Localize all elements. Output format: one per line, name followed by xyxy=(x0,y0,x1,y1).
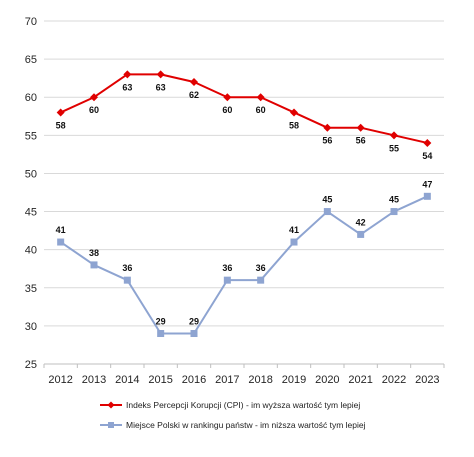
y-tick-label: 70 xyxy=(25,16,37,28)
data-label: 36 xyxy=(256,263,266,273)
data-label: 56 xyxy=(322,136,332,146)
data-point xyxy=(356,123,365,132)
data-label: 55 xyxy=(389,143,399,153)
y-tick-label: 30 xyxy=(25,321,37,333)
y-tick-label: 60 xyxy=(25,92,37,104)
x-tick-label: 2021 xyxy=(348,374,372,386)
data-label: 58 xyxy=(289,120,299,130)
x-tick-label: 2012 xyxy=(48,374,72,386)
legend-marker-diamond-icon xyxy=(107,401,115,409)
series-line xyxy=(60,73,428,144)
x-tick-label: 2023 xyxy=(415,374,439,386)
x-tick-label: 2019 xyxy=(282,374,306,386)
grid-lines xyxy=(44,20,444,365)
legend-marker-square-icon xyxy=(108,422,114,428)
x-tick-label: 2015 xyxy=(148,374,172,386)
data-point xyxy=(90,261,98,269)
data-point xyxy=(123,276,131,284)
series-ranking: 41 38 36 29 29 36 36 41 45 42 45 47 xyxy=(56,179,432,338)
data-point xyxy=(423,138,432,147)
data-point xyxy=(223,276,231,284)
data-point xyxy=(57,238,65,246)
data-point xyxy=(423,192,431,200)
data-point xyxy=(390,131,398,140)
data-label: 38 xyxy=(89,248,99,258)
y-tick-label: 45 xyxy=(25,207,37,219)
x-tick-label: 2013 xyxy=(82,374,106,386)
legend: Indeks Percepcji Korupcji (CPI) - im wyż… xyxy=(100,400,366,430)
data-point xyxy=(290,108,298,117)
legend-label-ranking: Miejsce Polski w rankingu państw - im ni… xyxy=(126,420,366,430)
data-label: 60 xyxy=(256,105,266,115)
data-label: 29 xyxy=(156,317,166,327)
data-label: 54 xyxy=(422,151,432,161)
data-point xyxy=(323,208,331,216)
data-point xyxy=(290,238,298,246)
data-label: 60 xyxy=(222,105,232,115)
data-point xyxy=(157,330,165,338)
data-point xyxy=(390,208,398,216)
x-tick-label: 2018 xyxy=(248,374,272,386)
data-point xyxy=(90,93,98,102)
data-label: 36 xyxy=(122,263,132,273)
series-cpi: 58 60 63 63 62 60 60 58 56 56 55 54 xyxy=(56,70,432,161)
data-label: 41 xyxy=(56,225,66,235)
y-tick-label: 55 xyxy=(25,130,37,142)
data-label: 60 xyxy=(89,105,99,115)
x-tick-label: 2022 xyxy=(382,374,406,386)
data-label: 41 xyxy=(289,225,299,235)
legend-label-cpi: Indeks Percepcji Korupcji (CPI) - im wyż… xyxy=(126,400,360,410)
data-label: 36 xyxy=(222,263,232,273)
data-point xyxy=(56,108,65,117)
x-tick-label: 2020 xyxy=(315,374,339,386)
data-point xyxy=(257,276,265,284)
data-label: 63 xyxy=(122,82,132,92)
data-label: 29 xyxy=(189,317,199,327)
data-label: 45 xyxy=(389,195,399,205)
data-label: 47 xyxy=(422,179,432,189)
data-point xyxy=(323,123,332,132)
series-line xyxy=(60,195,428,335)
data-point xyxy=(256,93,265,102)
data-point xyxy=(223,93,232,102)
data-label: 63 xyxy=(156,82,166,92)
y-tick-label: 40 xyxy=(25,245,37,257)
y-tick-label: 65 xyxy=(25,54,37,66)
data-label: 62 xyxy=(189,90,199,100)
data-label: 58 xyxy=(56,120,66,130)
y-tick-label: 50 xyxy=(25,168,37,180)
x-tick-label: 2016 xyxy=(182,374,206,386)
data-label: 56 xyxy=(356,136,366,146)
data-point xyxy=(156,70,165,79)
x-axis-ticks: 2012 2013 2014 2015 2016 2017 2018 2019 2020 2021… xyxy=(43,364,445,386)
data-label: 42 xyxy=(356,217,366,227)
x-tick-label: 2017 xyxy=(215,374,239,386)
data-point xyxy=(123,70,132,79)
data-point xyxy=(190,330,198,338)
data-label: 45 xyxy=(322,195,332,205)
legend-item-cpi: Indeks Percepcji Korupcji (CPI) - im wyż… xyxy=(100,400,360,410)
y-tick-label: 35 xyxy=(25,283,37,295)
data-point xyxy=(190,77,198,86)
data-point xyxy=(357,230,365,238)
legend-item-ranking: Miejsce Polski w rankingu państw - im ni… xyxy=(100,420,366,430)
y-axis-ticks: 25 30 35 40 45 50 55 60 65 70 xyxy=(25,16,37,371)
y-tick-label: 25 xyxy=(25,359,37,371)
x-tick-label: 2014 xyxy=(115,374,139,386)
